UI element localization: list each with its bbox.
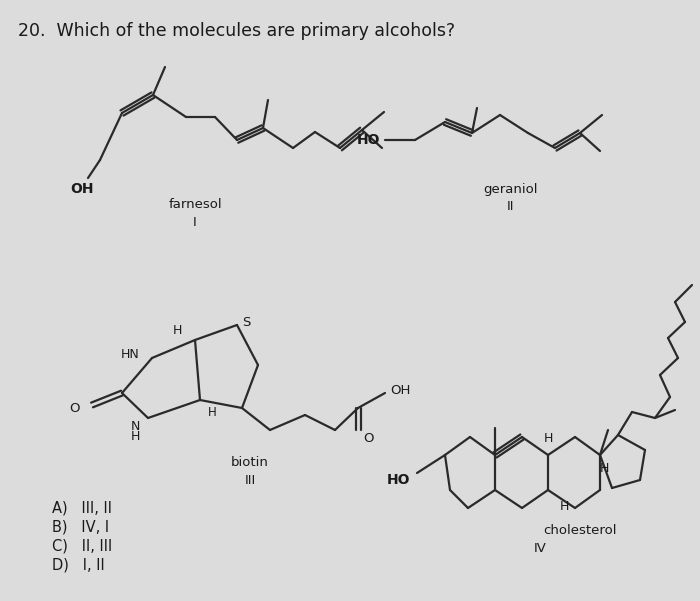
Text: OH: OH bbox=[70, 182, 94, 196]
Text: A)   III, II: A) III, II bbox=[52, 501, 112, 516]
Text: HO: HO bbox=[356, 133, 380, 147]
Text: O: O bbox=[69, 401, 80, 415]
Text: N: N bbox=[131, 419, 140, 433]
Text: H: H bbox=[208, 406, 217, 418]
Text: farnesol: farnesol bbox=[168, 198, 222, 212]
Text: geraniol: geraniol bbox=[483, 183, 538, 197]
Text: II: II bbox=[506, 201, 514, 213]
Text: 20.  Which of the molecules are primary alcohols?: 20. Which of the molecules are primary a… bbox=[18, 22, 455, 40]
Text: III: III bbox=[244, 474, 256, 486]
Text: B)   IV, I: B) IV, I bbox=[52, 519, 109, 534]
Text: O: O bbox=[363, 432, 374, 445]
Text: C)   II, III: C) II, III bbox=[52, 538, 112, 554]
Text: H: H bbox=[543, 432, 553, 445]
Text: H: H bbox=[131, 430, 140, 442]
Text: biotin: biotin bbox=[231, 456, 269, 469]
Text: H: H bbox=[172, 323, 182, 337]
Text: I: I bbox=[193, 216, 197, 228]
Text: cholesterol: cholesterol bbox=[543, 523, 617, 537]
Text: HN: HN bbox=[121, 349, 140, 361]
Text: OH: OH bbox=[390, 385, 410, 397]
Text: H: H bbox=[560, 500, 569, 513]
Text: S: S bbox=[242, 316, 251, 329]
Text: D)   I, II: D) I, II bbox=[52, 558, 105, 573]
Text: IV: IV bbox=[533, 542, 547, 555]
Text: H: H bbox=[600, 462, 610, 475]
Text: HO: HO bbox=[386, 473, 410, 487]
